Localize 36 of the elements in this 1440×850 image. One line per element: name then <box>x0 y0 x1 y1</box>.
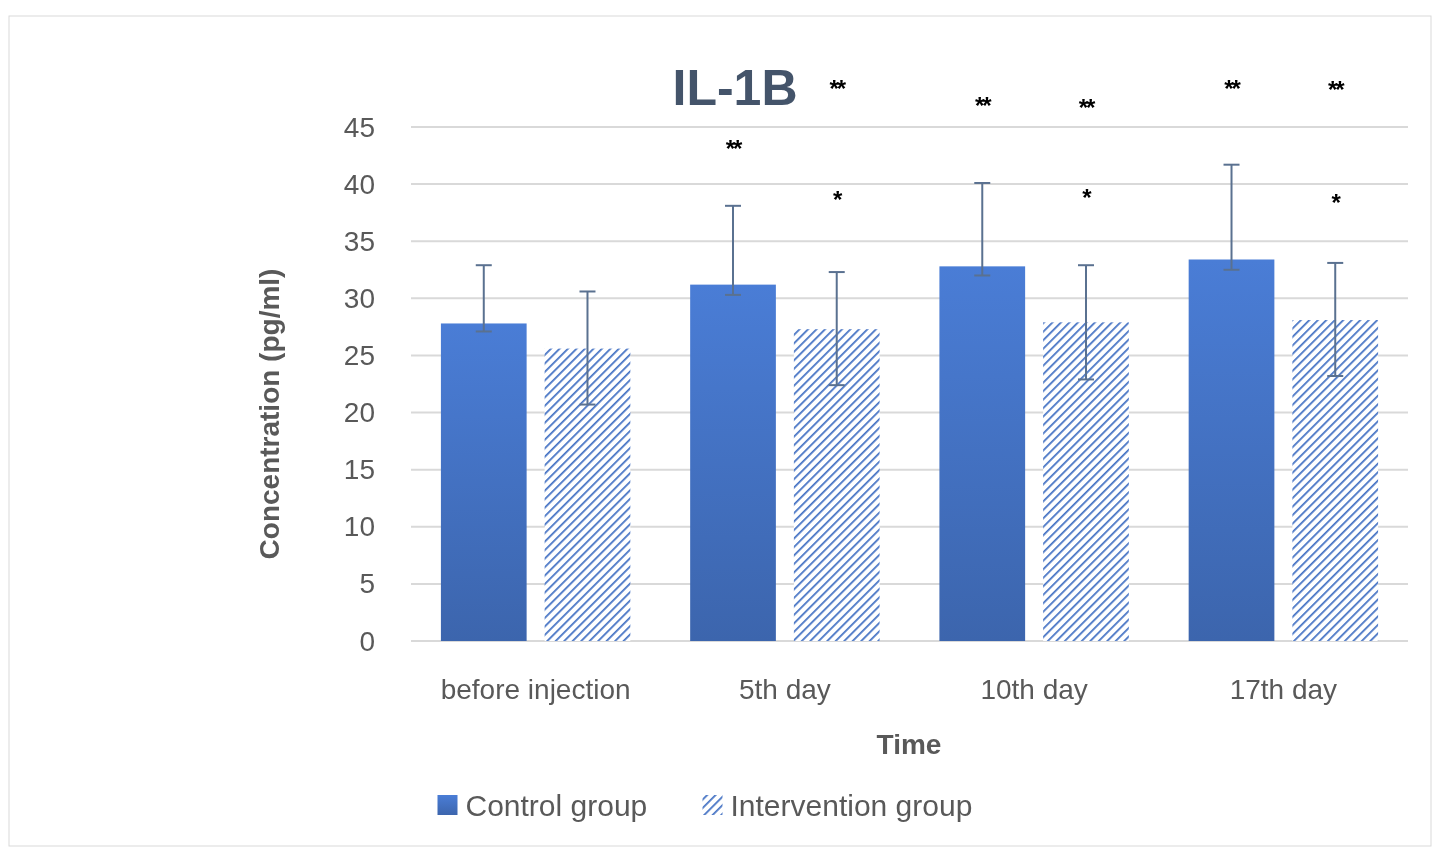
legend-label: Intervention group <box>730 788 973 822</box>
annotation: * <box>833 185 844 213</box>
legend-label: Control group <box>465 788 648 822</box>
bar <box>793 329 880 641</box>
x-tick-label: 10th day <box>980 673 1088 705</box>
y-tick-label: 45 <box>343 111 375 143</box>
text: ** <box>829 74 847 102</box>
y-tick-label: 5 <box>359 568 375 600</box>
y-tick-label: 35 <box>343 225 375 257</box>
y-tick-label: 15 <box>343 454 375 486</box>
x-tick-label: before injection <box>440 673 631 705</box>
annotation: ** <box>725 134 744 162</box>
x-axis-title: Time <box>876 728 942 760</box>
annotation: * <box>1082 183 1093 211</box>
bar <box>1292 320 1379 641</box>
text: ** <box>1224 74 1242 102</box>
x-tick-label: 5th day <box>738 673 831 705</box>
bar <box>544 348 631 641</box>
text: ** <box>1078 93 1096 121</box>
annotation: * <box>1331 188 1342 216</box>
y-tick-label: 30 <box>343 282 375 314</box>
text: ** <box>974 91 993 119</box>
bar <box>1043 322 1129 641</box>
bar <box>690 284 776 641</box>
bar <box>939 266 1026 641</box>
y-tick-label: 25 <box>343 339 375 371</box>
x-tick-label: 17th day <box>1229 673 1338 705</box>
y-tick-label: 10 <box>343 511 375 543</box>
bar <box>440 323 527 641</box>
bar <box>1188 259 1275 641</box>
y-axis-title: Concentration (pg/ml) <box>253 268 285 560</box>
y-tick-label: 40 <box>343 168 375 200</box>
y-tick-label: 0 <box>359 625 375 657</box>
y-tick-label: 20 <box>343 397 375 429</box>
text: ** <box>1327 75 1346 103</box>
chart-title: IL-1B <box>672 60 798 116</box>
